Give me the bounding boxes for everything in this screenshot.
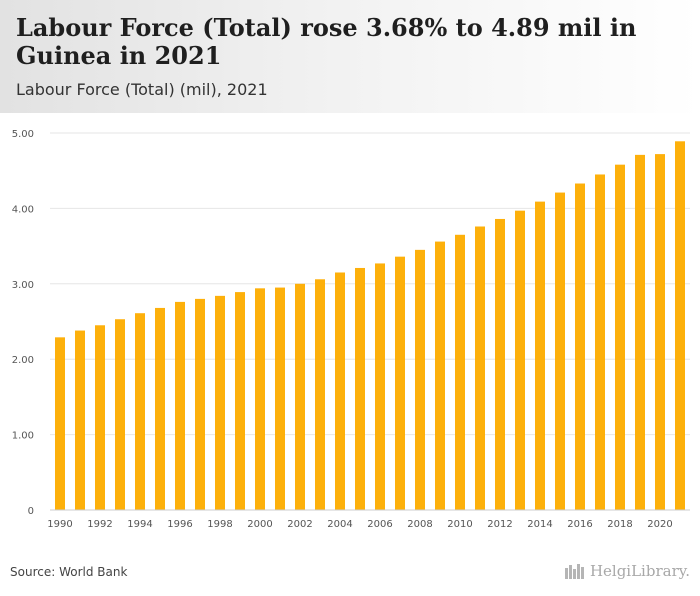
bar-1996[interactable] [175, 301, 185, 510]
x-axis-ticks: 1990 1992 1994 1996 1998 2000 2002 2004 2006 2008… [47, 519, 672, 530]
bar-1994[interactable] [135, 313, 145, 510]
bar-2017[interactable] [595, 174, 605, 510]
x-tick-label: 2010 [447, 519, 472, 528]
bar-2001[interactable] [275, 287, 285, 510]
bar-1992[interactable] [95, 325, 105, 510]
x-tick-label: 1994 [127, 519, 152, 528]
bar-1993[interactable] [115, 319, 125, 510]
bar-2005[interactable] [355, 267, 365, 510]
x-tick-label: 2004 [327, 519, 352, 528]
x-tick-label: 2018 [607, 519, 632, 528]
x-tick-label: 1996 [167, 519, 192, 528]
y-tick-label: 5.00 [12, 129, 34, 140]
bar-2016[interactable] [575, 183, 585, 510]
bar-2020[interactable] [655, 154, 665, 510]
bar-1991[interactable] [75, 330, 85, 510]
page-title: Labour Force (Total) rose 3.68% to 4.89 … [16, 13, 637, 70]
logo-text: HelgiLibrary. [589, 562, 690, 580]
bar-1998[interactable] [215, 295, 225, 510]
bar-2010[interactable] [455, 234, 465, 510]
bar-2018[interactable] [615, 164, 625, 510]
bar-2015[interactable] [555, 192, 565, 510]
x-tick-label: 1990 [47, 519, 72, 528]
y-tick-label: 1.00 [12, 431, 34, 442]
source-note: Source: World Bank [10, 565, 128, 579]
bar-2021[interactable] [675, 141, 685, 510]
y-tick-label: 0 [28, 506, 34, 517]
bars [55, 141, 685, 511]
bar-2011[interactable] [475, 226, 485, 510]
x-tick-label: 1998 [207, 519, 232, 528]
helgilibrary-logo[interactable]: HelgiLibrary. [564, 562, 690, 580]
library-icon [564, 564, 584, 579]
y-axis-ticks: 0 1.00 2.00 3.00 4.00 5.00 [12, 129, 34, 517]
x-tick-label: 2008 [407, 519, 432, 528]
x-tick-label: 1992 [87, 519, 112, 528]
x-tick-label: 2002 [287, 519, 312, 528]
bar-2007[interactable] [395, 256, 405, 510]
x-tick-label: 2012 [487, 519, 512, 528]
bar-chart: 01.002.003.004.005.00 1990 1992 1994 1996 19… [12, 129, 690, 530]
bar-2014[interactable] [535, 201, 545, 510]
bar-1995[interactable] [155, 307, 165, 510]
gridlines [50, 132, 690, 436]
bar-2008[interactable] [415, 249, 425, 510]
y-tick-label: 4.00 [12, 204, 34, 215]
bar-2009[interactable] [435, 241, 445, 511]
bar-2000[interactable] [255, 288, 265, 510]
y-tick-label: 3.00 [12, 280, 34, 291]
bar-2003[interactable] [315, 279, 325, 510]
chart-area: 0 1.00 2.00 3.00 4.00 5.00 1990 1992 1994 1996 19… [0, 113, 700, 530]
bar-2002[interactable] [295, 283, 305, 510]
x-tick-label: 2000 [247, 519, 272, 528]
chart-subtitle: Labour Force (Total) (mil), 2021 [16, 80, 268, 99]
bar-2004[interactable] [335, 272, 345, 510]
bar-2013[interactable] [515, 210, 525, 511]
bar-1990[interactable] [55, 337, 65, 510]
bar-1997[interactable] [195, 298, 205, 510]
bar-2012[interactable] [495, 218, 505, 510]
x-tick-label: 2006 [367, 519, 392, 528]
header: Labour Force (Total) rose 3.68% to 4.89 … [0, 0, 700, 113]
x-tick-label: 2016 [567, 519, 592, 528]
bar-2019[interactable] [635, 154, 645, 510]
bar-2006[interactable] [375, 263, 385, 510]
x-tick-label: 2014 [527, 519, 552, 528]
x-tick-label: 2020 [647, 519, 672, 528]
y-tick-label: 2.00 [12, 355, 34, 366]
bar-1999[interactable] [235, 292, 245, 510]
